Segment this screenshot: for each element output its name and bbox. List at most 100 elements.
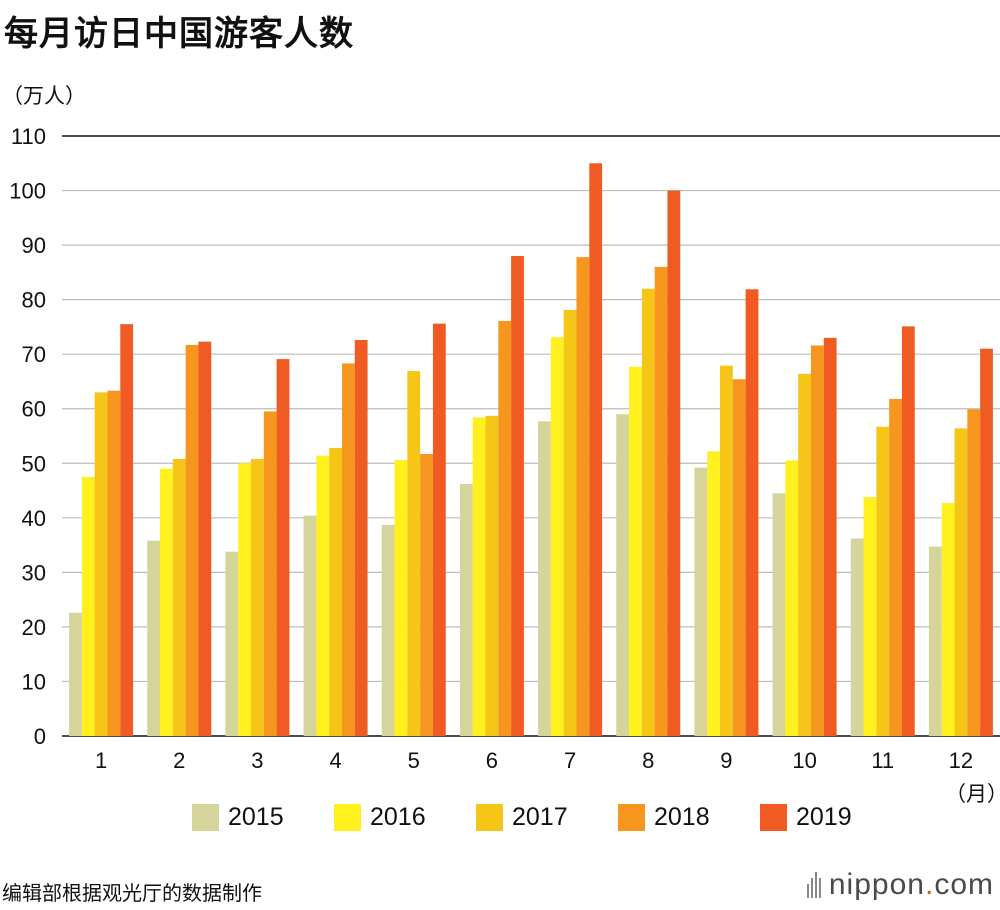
bar-2015-8 xyxy=(616,414,630,736)
legend-swatch xyxy=(334,804,361,831)
bar-2019-7 xyxy=(589,163,603,737)
legend: 2015 2016 2017 2018 2019 xyxy=(192,803,902,832)
logo-dot: . xyxy=(924,868,935,901)
x-tick-label: 4 xyxy=(329,748,341,773)
legend-item-2016: 2016 xyxy=(334,803,476,832)
bar-2019-2 xyxy=(198,341,212,736)
bar-2015-11 xyxy=(850,538,864,736)
source-note: 编辑部根据观光厅的数据制作 xyxy=(2,881,262,905)
gridlines xyxy=(62,135,1000,737)
bar-2017-7 xyxy=(563,310,577,736)
bar-2017-10 xyxy=(798,373,811,736)
bar-2017-6 xyxy=(485,415,499,736)
bar-2018-1 xyxy=(107,390,121,736)
y-tick-label: 10 xyxy=(22,669,46,694)
bar-2018-7 xyxy=(576,257,590,736)
bar-2019-1 xyxy=(120,324,134,736)
legend-item-2017: 2017 xyxy=(476,803,618,832)
bar-2017-8 xyxy=(641,288,655,736)
nippon-logo: nippon. com xyxy=(806,868,994,902)
bar-2017-9 xyxy=(720,365,733,736)
bar-2015-6 xyxy=(459,484,473,736)
bar-2016-3 xyxy=(238,463,252,736)
x-tick-label: 9 xyxy=(720,748,732,773)
legend-item-2015: 2015 xyxy=(192,803,334,832)
bar-2016-5 xyxy=(394,460,408,736)
x-axis-unit: （月） xyxy=(945,782,1000,806)
bar-2015-2 xyxy=(147,540,161,736)
bar-2019-6 xyxy=(511,256,524,736)
bar-2016-1 xyxy=(81,476,95,736)
x-tick-label: 1 xyxy=(95,748,107,773)
bar-2018-3 xyxy=(263,411,277,736)
x-tick-label: 10 xyxy=(792,748,816,773)
bar-2019-5 xyxy=(432,323,446,736)
y-tick-label: 110 xyxy=(11,124,46,149)
x-tick-label: 2 xyxy=(173,748,185,773)
bar-2017-4 xyxy=(329,448,342,736)
bar-2019-4 xyxy=(354,340,368,736)
bar-2016-11 xyxy=(863,497,877,736)
legend-label: 2015 xyxy=(228,803,284,831)
y-tick-label: 70 xyxy=(22,342,46,367)
bar-2015-4 xyxy=(303,515,317,736)
y-tick-label: 0 xyxy=(34,724,46,749)
legend-label: 2017 xyxy=(512,803,568,831)
bar-2016-9 xyxy=(707,451,721,736)
legend-swatch xyxy=(760,804,787,831)
y-tick-label: 40 xyxy=(22,506,46,531)
bar-2016-12 xyxy=(941,503,955,736)
bar-2018-10 xyxy=(810,345,824,736)
bar-2018-8 xyxy=(654,266,668,736)
bar-2016-7 xyxy=(550,337,564,736)
legend-label: 2019 xyxy=(796,803,852,831)
logo-main-text: nippon xyxy=(828,868,925,901)
x-tick-label: 12 xyxy=(949,748,973,773)
bar-2015-12 xyxy=(928,546,942,736)
bar-2018-12 xyxy=(967,409,981,736)
bar-2015-9 xyxy=(694,467,708,736)
x-tick-label: 7 xyxy=(564,748,576,773)
x-tick-label: 3 xyxy=(251,748,263,773)
y-tick-label: 80 xyxy=(22,288,46,313)
x-tick-label: 11 xyxy=(871,748,894,773)
legend-swatch xyxy=(476,804,503,831)
bar-2015-3 xyxy=(225,551,239,736)
bar-2018-5 xyxy=(420,454,433,736)
x-tick-labels: 1 2 3 4 5 6 7 8 9 10 11 12 xyxy=(95,748,973,773)
y-tick-label: 50 xyxy=(22,451,46,476)
bar-2019-11 xyxy=(901,326,915,736)
y-axis-unit: （万人） xyxy=(2,84,86,108)
bar-2016-10 xyxy=(785,460,799,736)
x-tick-label: 6 xyxy=(486,748,498,773)
bar-2018-2 xyxy=(185,344,199,736)
bar-2015-1 xyxy=(69,612,82,736)
bar-2016-8 xyxy=(629,366,642,736)
x-tick-label: 8 xyxy=(642,748,654,773)
legend-swatch xyxy=(192,804,219,831)
bars xyxy=(69,163,993,737)
logo-tail-text: com xyxy=(934,868,994,901)
y-tick-label: 60 xyxy=(22,397,46,422)
legend-swatch xyxy=(618,804,645,831)
legend-label: 2018 xyxy=(654,803,710,831)
logo-mark-icon xyxy=(806,872,821,898)
bar-2019-12 xyxy=(980,348,993,736)
bar-2019-3 xyxy=(276,359,290,736)
bar-2017-5 xyxy=(407,371,421,736)
bar-2015-7 xyxy=(538,421,551,736)
bar-2018-11 xyxy=(889,398,902,736)
legend-item-2018: 2018 xyxy=(618,803,760,832)
x-tick-label: 5 xyxy=(408,748,420,773)
bar-2015-10 xyxy=(772,493,786,736)
bar-2017-2 xyxy=(172,458,186,736)
bar-2019-8 xyxy=(667,190,681,736)
bar-2017-1 xyxy=(94,392,108,736)
bar-2016-2 xyxy=(160,468,173,736)
bar-2019-9 xyxy=(745,289,759,736)
bar-2016-6 xyxy=(472,417,486,736)
bar-2015-5 xyxy=(381,524,395,736)
bar-2017-11 xyxy=(876,426,890,736)
y-tick-label: 100 xyxy=(9,179,46,204)
bar-2018-4 xyxy=(341,363,355,736)
